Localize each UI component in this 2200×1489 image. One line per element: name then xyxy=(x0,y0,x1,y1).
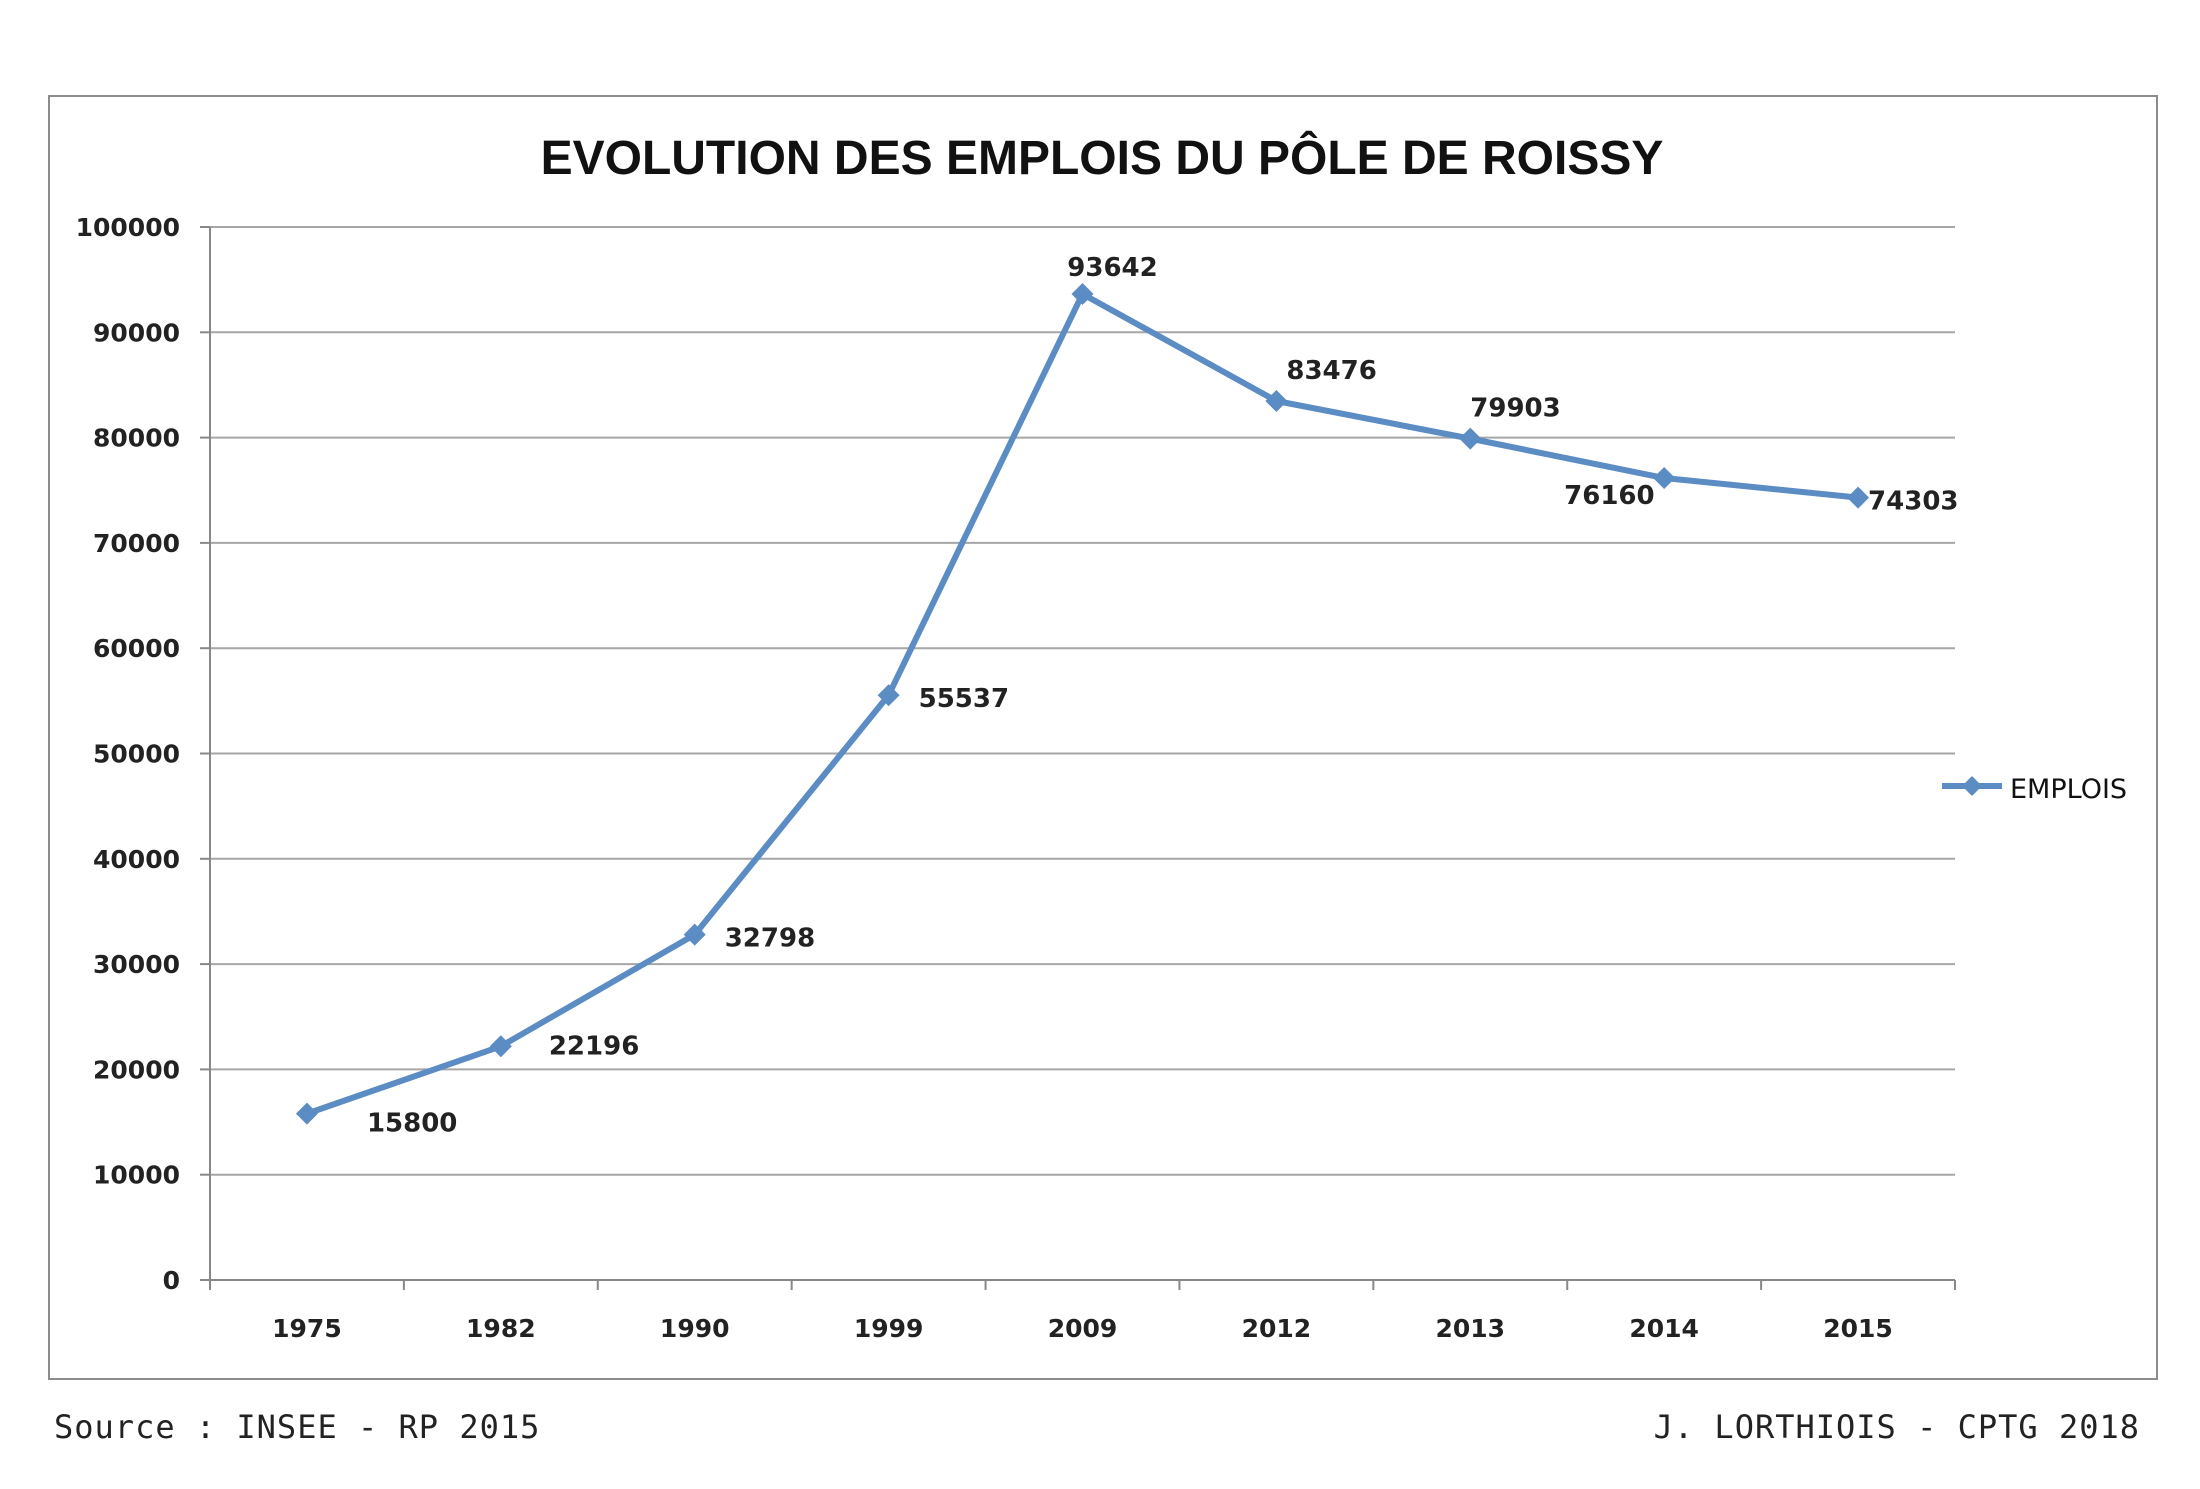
data-point xyxy=(1847,486,1870,509)
data-label: 15800 xyxy=(367,1109,457,1139)
data-label: 79903 xyxy=(1470,394,1560,424)
data-label: 93642 xyxy=(1067,253,1157,283)
data-label: 76160 xyxy=(1564,481,1654,511)
y-tick-label: 80000 xyxy=(93,424,180,453)
axes: 0 10000 20000 30000 40000 50000 60000 70000 8000… xyxy=(76,213,1956,1343)
x-tick-label: 1999 xyxy=(854,1314,924,1343)
y-tick-label: 10000 xyxy=(93,1161,180,1190)
y-tick-label: 70000 xyxy=(93,529,180,558)
data-point xyxy=(1653,467,1676,490)
legend-marker xyxy=(1962,776,1982,796)
data-point xyxy=(877,684,900,707)
x-tick-label: 1982 xyxy=(466,1314,536,1343)
x-tick-label: 1975 xyxy=(272,1314,342,1343)
data-label: 55537 xyxy=(919,684,1009,714)
gridlines xyxy=(210,226,1955,1176)
series-emplois xyxy=(295,282,1870,1125)
y-tick-label: 50000 xyxy=(93,740,180,769)
data-labels: 15800 22196 32798 55537 93642 83476 79903 76160… xyxy=(367,253,1959,1139)
data-label: 74303 xyxy=(1868,487,1958,517)
y-tick-label: 100000 xyxy=(76,213,180,242)
chart-frame xyxy=(48,95,2158,1380)
legend-label: EMPLOIS xyxy=(2010,774,2127,805)
data-point xyxy=(489,1035,512,1058)
data-point xyxy=(1265,389,1288,412)
data-label: 83476 xyxy=(1286,356,1376,386)
x-tick-label: 2009 xyxy=(1048,1314,1118,1343)
source-note: Source : INSEE - RP 2015 xyxy=(54,1408,541,1446)
x-tick-label: 1990 xyxy=(660,1314,730,1343)
y-tick-label: 0 xyxy=(163,1266,180,1295)
y-tick-label: 90000 xyxy=(93,318,180,347)
y-tick-label: 60000 xyxy=(93,634,180,663)
x-tick-label: 2012 xyxy=(1242,1314,1312,1343)
data-label: 32798 xyxy=(725,924,815,954)
x-tick-label: 2013 xyxy=(1435,1314,1505,1343)
data-point xyxy=(1459,427,1482,450)
x-tick-label: 2015 xyxy=(1823,1314,1893,1343)
data-point xyxy=(295,1102,318,1125)
x-tick-label: 2014 xyxy=(1629,1314,1699,1343)
data-label: 22196 xyxy=(549,1031,639,1061)
author-note: J. LORTHIOIS - CPTG 2018 xyxy=(1653,1408,2140,1446)
y-tick-label: 40000 xyxy=(93,845,180,874)
legend: EMPLOIS xyxy=(1942,774,2127,805)
data-point xyxy=(683,923,706,946)
y-tick-label: 30000 xyxy=(93,950,180,979)
chart-title: EVOLUTION DES EMPLOIS DU PÔLE DE ROISSY xyxy=(541,130,1664,185)
data-point xyxy=(1071,282,1094,305)
series-line-emplois xyxy=(305,290,1859,1117)
y-tick-label: 20000 xyxy=(93,1055,180,1084)
